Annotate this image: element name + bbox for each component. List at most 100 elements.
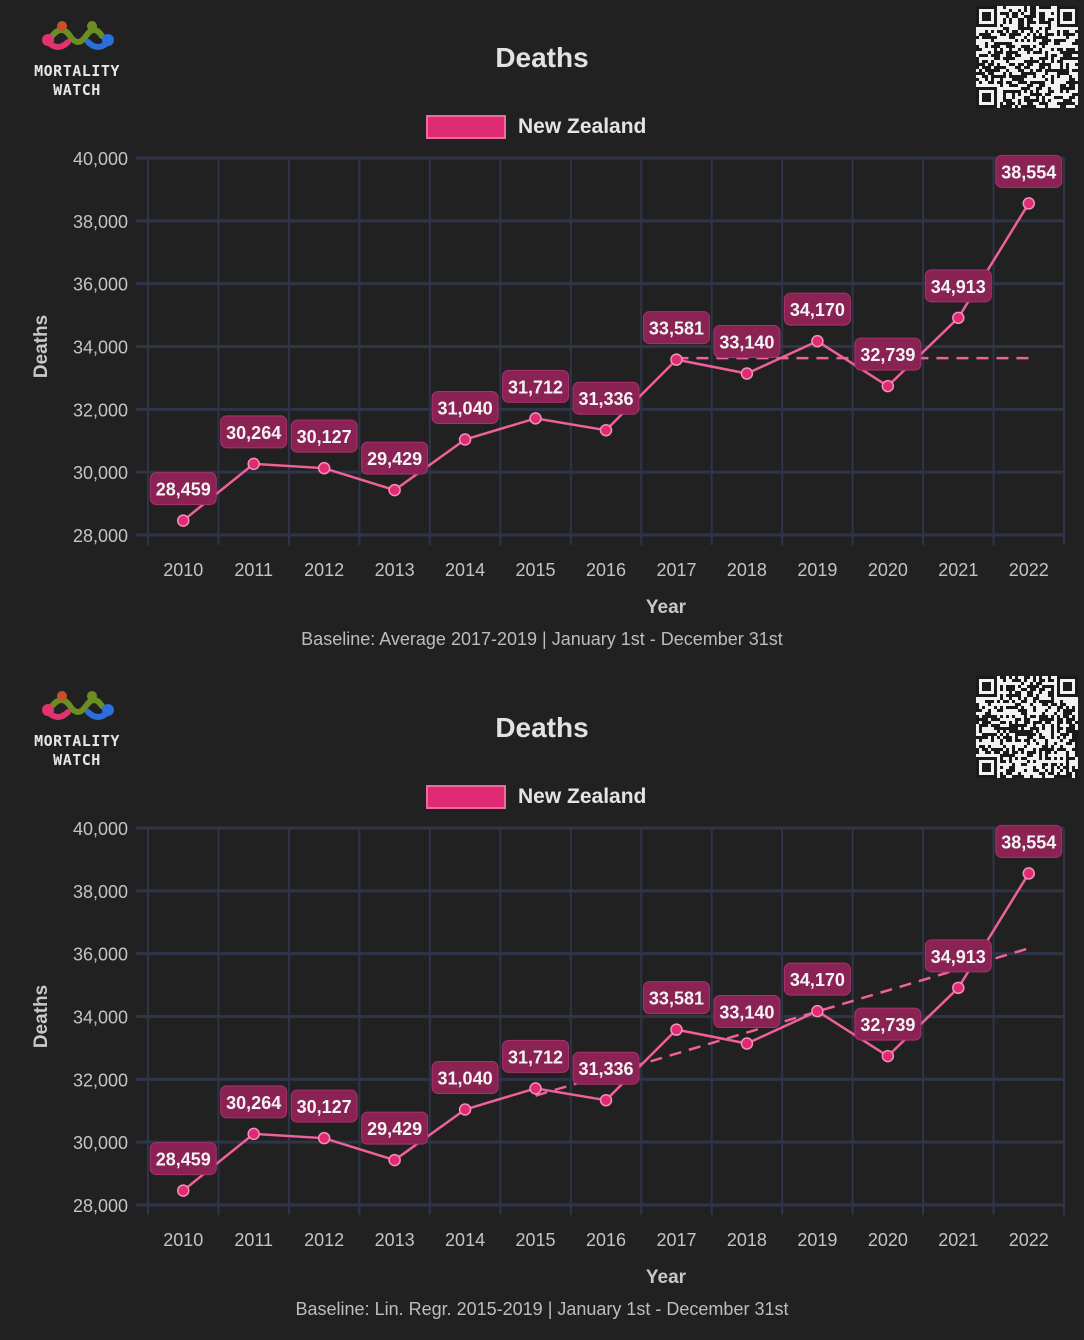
x-tick-label: 2015 <box>516 560 556 580</box>
data-point <box>740 367 754 380</box>
qr-module <box>1060 745 1063 748</box>
qr-module <box>1039 772 1042 775</box>
qr-module <box>1030 694 1033 697</box>
data-point <box>881 1049 895 1063</box>
data-point <box>1022 867 1036 880</box>
legend[interactable]: New Zealand <box>426 112 646 142</box>
qr-module <box>1015 30 1018 33</box>
qr-module <box>1003 75 1006 78</box>
qr-module <box>991 36 994 39</box>
qr-module <box>1024 87 1027 90</box>
qr-module <box>976 72 979 75</box>
qr-module <box>1048 87 1051 90</box>
qr-module <box>1042 718 1045 721</box>
qr-module <box>1033 700 1036 703</box>
qr-module <box>1000 24 1003 27</box>
qr-module <box>1003 760 1006 763</box>
qr-module <box>979 739 982 742</box>
qr-module <box>1066 69 1069 72</box>
qr-module <box>1012 51 1015 54</box>
data-point <box>670 1023 683 1036</box>
qr-module <box>1015 54 1018 57</box>
qr-module <box>1024 60 1027 63</box>
qr-module <box>1069 96 1072 99</box>
y-tick-label: 38,000 <box>73 212 128 232</box>
qr-module <box>1039 15 1042 18</box>
qr-module <box>1066 57 1069 60</box>
qr-module <box>1000 697 1003 700</box>
qr-module <box>1033 679 1036 682</box>
qr-module <box>1018 748 1021 751</box>
qr-module <box>1060 718 1063 721</box>
qr-module <box>976 36 979 39</box>
qr-module <box>1021 27 1024 30</box>
logo-text-line2: WATCH <box>53 81 101 99</box>
qr-module <box>1012 766 1015 769</box>
qr-module <box>1027 72 1030 75</box>
qr-module <box>1036 87 1039 90</box>
qr-code-icon[interactable] <box>976 676 1078 778</box>
qr-module <box>1057 42 1060 45</box>
qr-module <box>1054 712 1057 715</box>
qr-module <box>1006 754 1009 757</box>
qr-module <box>1072 96 1075 99</box>
qr-module <box>1039 748 1042 751</box>
qr-module <box>1012 15 1015 18</box>
qr-module <box>1045 33 1048 36</box>
legend[interactable]: New Zealand <box>426 782 646 812</box>
qr-module <box>1039 27 1042 30</box>
qr-code-icon[interactable] <box>976 6 1078 108</box>
qr-module <box>1054 757 1057 760</box>
qr-module <box>1006 15 1009 18</box>
qr-module <box>1036 99 1039 102</box>
qr-module <box>1054 69 1057 72</box>
qr-module <box>994 48 997 51</box>
data-label: 31,336 <box>572 1051 640 1085</box>
qr-module <box>1072 709 1075 712</box>
qr-module <box>1075 745 1078 748</box>
qr-module <box>1030 754 1033 757</box>
qr-module <box>1042 63 1045 66</box>
qr-module <box>1033 715 1036 718</box>
qr-module <box>1072 748 1075 751</box>
qr-module <box>1018 24 1021 27</box>
qr-module <box>997 718 1000 721</box>
qr-module <box>1060 757 1063 760</box>
qr-module <box>1075 42 1078 45</box>
qr-module <box>991 700 994 703</box>
qr-module <box>1018 772 1021 775</box>
data-label-bg <box>502 369 570 403</box>
data-label: 31,040 <box>431 390 499 424</box>
qr-module <box>1042 99 1045 102</box>
qr-module <box>1003 6 1006 9</box>
y-tick-label: 40,000 <box>73 149 128 169</box>
qr-module <box>988 36 991 39</box>
qr-module <box>1021 730 1024 733</box>
qr-module <box>994 69 997 72</box>
qr-module <box>1075 775 1078 778</box>
x-tick-label: 2021 <box>938 1230 978 1250</box>
qr-module <box>1021 63 1024 66</box>
qr-module <box>1015 51 1018 54</box>
x-tick-label: 2017 <box>656 1230 696 1250</box>
qr-module <box>1012 715 1015 718</box>
qr-module <box>1012 700 1015 703</box>
qr-module <box>997 748 1000 751</box>
qr-module <box>1033 81 1036 84</box>
qr-module <box>991 748 994 751</box>
qr-module <box>1036 742 1039 745</box>
qr-module <box>1036 96 1039 99</box>
qr-module <box>1075 739 1078 742</box>
qr-module <box>1069 727 1072 730</box>
qr-module <box>1033 33 1036 36</box>
qr-module <box>1057 727 1060 730</box>
qr-module <box>982 66 985 69</box>
qr-module <box>1075 63 1078 66</box>
qr-module <box>982 36 985 39</box>
qr-module <box>1048 706 1051 709</box>
qr-module <box>976 706 979 709</box>
qr-module <box>1000 721 1003 724</box>
qr-module <box>1030 727 1033 730</box>
qr-module <box>1039 700 1042 703</box>
qr-module <box>1027 739 1030 742</box>
